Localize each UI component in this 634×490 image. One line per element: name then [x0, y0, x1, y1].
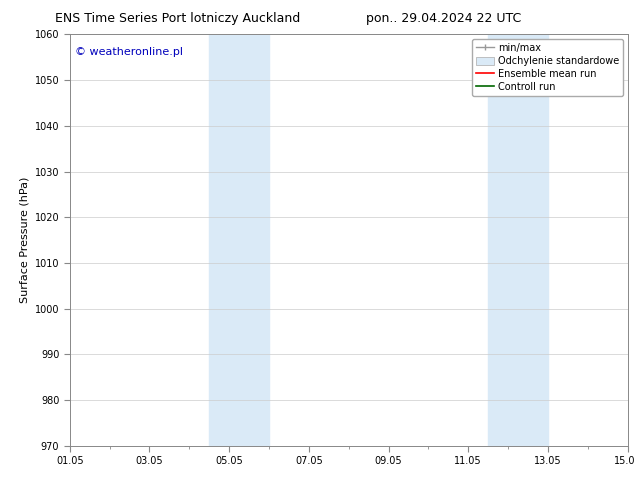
Text: ENS Time Series Port lotniczy Auckland: ENS Time Series Port lotniczy Auckland	[55, 12, 300, 25]
Text: © weatheronline.pl: © weatheronline.pl	[75, 47, 183, 57]
Bar	[209, 34, 269, 446]
Bar	[488, 34, 548, 446]
Text: pon.. 29.04.2024 22 UTC: pon.. 29.04.2024 22 UTC	[366, 12, 521, 25]
Y-axis label: Surface Pressure (hPa): Surface Pressure (hPa)	[19, 177, 29, 303]
Legend: min/max, Odchylenie standardowe, Ensemble mean run, Controll run: min/max, Odchylenie standardowe, Ensembl…	[472, 39, 623, 96]
